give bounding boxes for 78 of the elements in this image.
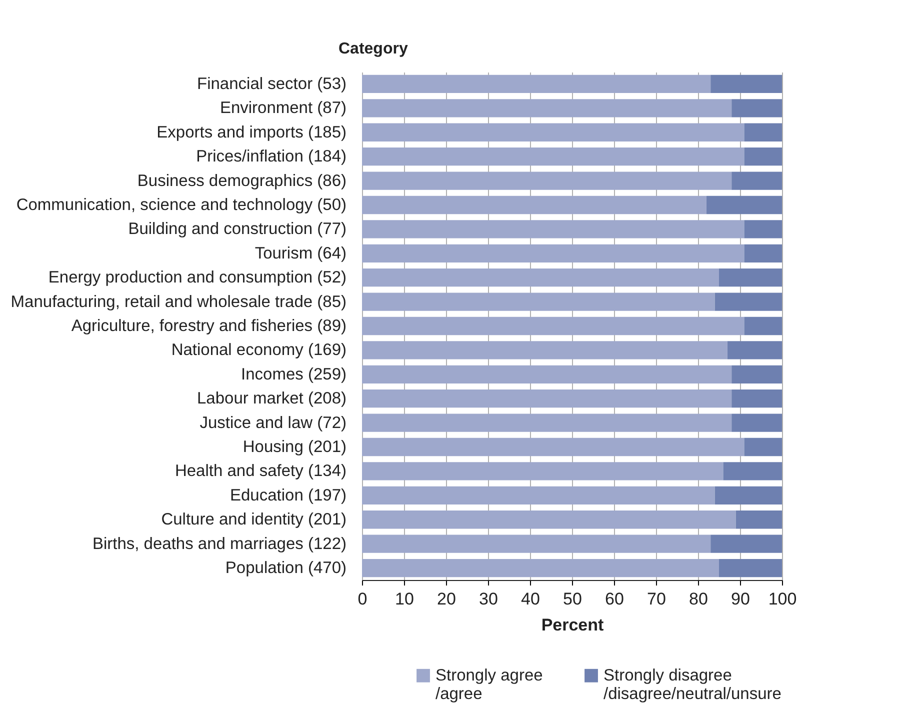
bar [362,462,724,480]
bar [362,534,711,553]
x-tick-label: 30 [479,590,498,608]
bar [706,196,782,214]
x-tick-label: 100 [768,590,797,608]
bar [732,99,782,118]
x-axis-title: Percent [541,616,604,634]
x-tick-label: 20 [437,590,456,608]
y-tick-label: Population (470) [225,559,346,578]
bar [714,292,782,311]
y-tick-label: Prices/inflation (184) [196,148,346,166]
legend-label: Strongly disagree /disagree/neutral/unsure [604,666,782,704]
bar [362,244,744,262]
x-tick-label: 10 [395,590,414,608]
y-tick-label: Business demographics (86) [137,172,346,190]
bar [362,196,706,214]
y-tick-label: Justice and law (72) [200,414,346,432]
bar [362,316,744,336]
bar [732,390,782,408]
bar [362,486,715,504]
bar [362,292,715,311]
y-tick-label: Tourism (64) [254,244,346,262]
x-tick-label: 70 [647,590,666,608]
bar [719,558,782,578]
x-tick-label: 40 [521,590,540,608]
bar [732,172,782,190]
bar [362,341,728,360]
bar [744,148,782,166]
bar [362,414,732,432]
bar [362,438,744,456]
y-tick-label: Births, deaths and marriages (122) [92,534,346,553]
y-tick-label: Building and construction (77) [128,220,346,238]
bar [744,220,782,238]
y-tick-label: Manufacturing, retail and wholesale trade (85) [10,292,346,311]
bar [362,148,744,166]
y-tick-label: Financial sector (53) [197,74,346,93]
bar [362,510,736,529]
bar [362,365,732,384]
bar [714,486,782,504]
bar [710,534,782,553]
bar [362,390,732,408]
y-tick-label: Energy production and consumption (52) [48,268,346,287]
y-tick-label: Culture and identity (201) [161,510,346,529]
y-tick-label: Incomes (259) [241,365,346,384]
bar [744,123,782,142]
bar [362,172,732,190]
y-tick-label: Environment (87) [220,99,346,118]
bar [736,510,782,529]
bar [744,438,782,456]
x-tick-label: 90 [731,590,750,608]
bar [362,558,719,578]
bar [727,341,782,360]
y-tick-label: National economy (169) [171,341,346,360]
bar [723,462,782,480]
bar [732,365,782,384]
bar [710,74,782,94]
y-tick-label: Education (197) [230,486,346,504]
bar [732,414,782,432]
y-tick-label: Health and safety (134) [174,462,346,480]
bar [719,268,782,287]
x-tick-label: 50 [563,590,582,608]
x-tick-label: 60 [605,590,624,608]
bar [362,123,744,142]
bar [362,99,732,118]
y-tick-label: Labour market (208) [197,390,346,408]
y-tick-label: Housing (201) [242,438,346,456]
bar [744,316,782,336]
legend-label: Strongly agree /agree [436,666,543,704]
y-tick-label: Exports and imports (185) [156,123,346,142]
bar [362,268,719,287]
y-tick-label: Agriculture, forestry and fisheries (89) [71,317,346,335]
bar [362,220,744,238]
x-tick-label: 0 [358,590,368,608]
y-axis-title: Category [338,40,408,58]
y-tick-label: Communication, science and technology (50) [16,196,346,214]
x-tick-label: 80 [689,590,708,608]
bar [744,244,782,262]
bar [362,74,711,94]
